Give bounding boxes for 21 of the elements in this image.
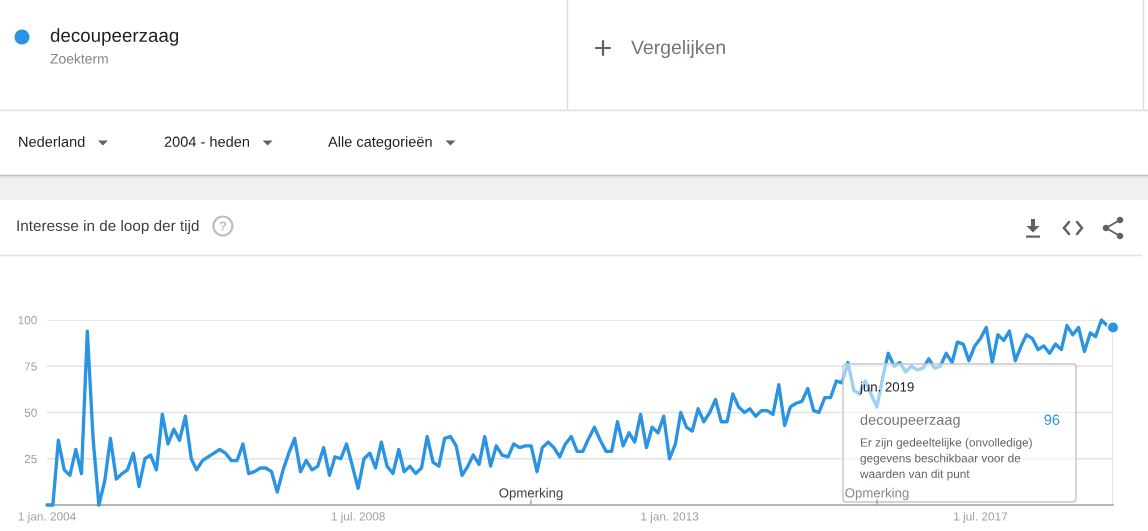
- annotation: jun. 2019: [859, 381, 914, 395]
- legend-label: decoupeerzaag: [50, 28, 179, 46]
- annotation: 96: [1044, 414, 1060, 425]
- text: decoupeerzaag: [860, 414, 960, 428]
- x-tick-label: 1 jul. 2017: [954, 511, 1008, 523]
- y-tick-label: 25: [24, 454, 37, 464]
- text: 2004 - heden: [164, 136, 250, 147]
- y-tick-label: 100: [18, 316, 37, 325]
- x-tick-label: 1 jan. 2004: [18, 511, 76, 523]
- y-tick-label: 75: [24, 362, 37, 371]
- text: Zoekterm: [50, 53, 108, 64]
- chart-title: Interesse in de loop der tijd: [17, 219, 199, 235]
- text: Nederland: [19, 136, 85, 147]
- x-tick-label: 1 jan. 2013: [641, 511, 699, 523]
- x-tick-label: 1 jul. 2008: [331, 511, 385, 523]
- text: Alle categorieën: [328, 136, 432, 150]
- annotation: Opmerking: [845, 487, 909, 501]
- annotation: Opmerking: [499, 487, 563, 501]
- annotation: Er zijn gedeeltelijke (onvolledige) gegevens beschikbaar voor de waarden van dit punt: [859, 438, 1032, 481]
- y-tick-label: 50: [24, 408, 37, 417]
- text: Vergelijken: [631, 39, 725, 59]
